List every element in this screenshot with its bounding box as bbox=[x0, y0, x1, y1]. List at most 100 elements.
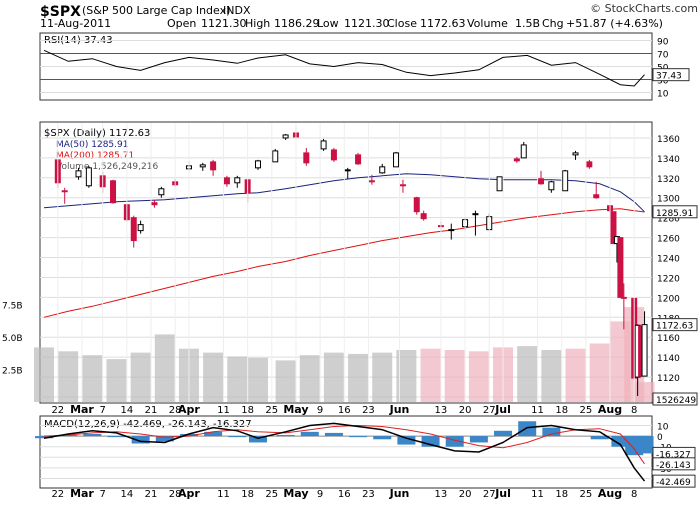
macd-histogram-bar bbox=[518, 421, 537, 437]
candle-body bbox=[254, 160, 261, 169]
price-x-tick-label: 27 bbox=[483, 405, 496, 416]
candle-body bbox=[61, 190, 68, 193]
candle-body bbox=[110, 180, 117, 204]
volume-bar bbox=[247, 357, 268, 402]
price-tick-label: 1300 bbox=[657, 195, 680, 205]
macd-histogram-bar bbox=[397, 436, 416, 445]
macd-x-tick-label: 8 bbox=[631, 489, 637, 500]
macd-x-tick-label: 13 bbox=[435, 489, 448, 500]
price-tick-label: 1140 bbox=[657, 354, 680, 364]
legend-ma200: MA(200) 1285.71 bbox=[56, 151, 134, 161]
macd-x-tick-label: 7 bbox=[99, 489, 105, 500]
macd-x-tick-label: 9 bbox=[317, 489, 323, 500]
candle-body bbox=[210, 161, 217, 171]
macd-x-tick-label: 28 bbox=[169, 489, 182, 500]
volume-tick-label: 2.5B bbox=[2, 367, 23, 377]
macd-x-tick-label: 23 bbox=[362, 489, 375, 500]
candle-body bbox=[472, 213, 479, 216]
candle-body bbox=[420, 213, 427, 220]
macd-x-tick-label: 18 bbox=[555, 489, 568, 500]
macd-histogram-bar bbox=[300, 431, 319, 437]
candle-body bbox=[641, 324, 648, 377]
macd-histogram-bar bbox=[155, 436, 174, 442]
candle-body bbox=[448, 229, 455, 232]
candle-body bbox=[399, 184, 406, 187]
price-x-tick-label: 28 bbox=[169, 405, 182, 416]
macd-current-label: -42.469 bbox=[656, 478, 691, 488]
macd-x-tick-label: 21 bbox=[145, 489, 158, 500]
candle-body bbox=[137, 224, 144, 232]
candle-body bbox=[320, 140, 327, 150]
legend-ma50: MA(50) 1285.91 bbox=[56, 140, 128, 150]
price-x-tick-label: 7 bbox=[99, 405, 105, 416]
price-x-tick-label: 18 bbox=[241, 405, 254, 416]
candle-body bbox=[610, 211, 617, 245]
close-current-label: 1172.63 bbox=[656, 322, 693, 332]
candle-body bbox=[413, 197, 420, 213]
candle-body bbox=[520, 144, 527, 159]
macd-histogram-bar bbox=[248, 436, 267, 443]
macd-x-tick-label: 16 bbox=[338, 489, 351, 500]
volume-bar bbox=[444, 350, 465, 402]
candle-body bbox=[355, 154, 362, 165]
volume-tick-label: 5.0B bbox=[2, 334, 23, 344]
chg-value: +51.87 (+4.63%) bbox=[566, 17, 663, 30]
volume-bar bbox=[106, 359, 127, 402]
volume-bar bbox=[299, 355, 320, 402]
close-value: 1172.63 bbox=[420, 17, 466, 30]
open-value: 1121.30 bbox=[201, 17, 247, 30]
rsi-tick-label: 10 bbox=[657, 90, 669, 100]
candle-body bbox=[593, 194, 600, 199]
close-label: Close bbox=[387, 17, 417, 30]
price-tick-label: 1320 bbox=[657, 175, 680, 185]
date: 11-Aug-2011 bbox=[40, 17, 111, 30]
histogram-current-label: -16.327 bbox=[656, 450, 691, 460]
rsi-current-label: 37.43 bbox=[656, 72, 682, 82]
candle-body bbox=[330, 149, 337, 161]
macd-x-tick-label: 11 bbox=[531, 489, 544, 500]
open-label: Open bbox=[167, 17, 196, 30]
volume-bar bbox=[589, 343, 610, 402]
ma50-current-label-box bbox=[652, 205, 698, 219]
volume-bar bbox=[130, 352, 151, 402]
price-x-tick-label: 23 bbox=[362, 405, 375, 416]
candle-body bbox=[75, 170, 82, 178]
legend-volume: Volume 1,526,249,216 bbox=[56, 162, 158, 172]
volume-bar bbox=[517, 346, 538, 402]
price-x-tick-label: Jun bbox=[389, 403, 410, 416]
price-x-tick-label: Aug bbox=[598, 403, 622, 416]
price-x-tick-label: 20 bbox=[459, 405, 472, 416]
macd-histogram-bar bbox=[131, 436, 150, 444]
price-legend: MA(50) 1285.91 MA(200) 1285.71 Volume 1,… bbox=[56, 140, 158, 172]
volume-bar bbox=[468, 351, 489, 402]
volume-value: 1.5B bbox=[515, 17, 540, 30]
candle-body bbox=[617, 237, 624, 298]
candle-body bbox=[344, 169, 351, 172]
macd-histogram-bar bbox=[276, 435, 295, 437]
candle-body bbox=[223, 177, 230, 185]
macd-histogram-bar bbox=[349, 436, 368, 438]
volume-label: Volume bbox=[467, 17, 508, 30]
rsi-tick-label: 30 bbox=[657, 77, 669, 87]
price-x-tick-label: Apr bbox=[178, 403, 200, 416]
macd-x-tick-label: Apr bbox=[178, 487, 200, 500]
candle-body bbox=[199, 164, 206, 168]
candle-body bbox=[620, 296, 627, 299]
macd-histogram-bar bbox=[179, 433, 198, 437]
candle-body bbox=[151, 202, 158, 206]
price-tick-label: 1340 bbox=[657, 155, 680, 165]
macd-x-tick-label: Jun bbox=[389, 487, 410, 500]
ma50-current-label: 1285.91 bbox=[656, 209, 693, 219]
price-x-tick-label: 9 bbox=[317, 405, 323, 416]
macd-tick-label: 0 bbox=[657, 433, 663, 443]
macd-line bbox=[43, 422, 646, 482]
macd-histogram-bar bbox=[611, 436, 630, 447]
volume-bar bbox=[34, 347, 54, 402]
macd-x-tick-label: 25 bbox=[265, 489, 278, 500]
volume-current-label: 1526249 bbox=[656, 396, 696, 406]
signal-line bbox=[43, 424, 645, 465]
candle-body bbox=[379, 166, 386, 174]
candle-body bbox=[303, 152, 310, 164]
price-tick-label: 1360 bbox=[657, 135, 680, 145]
